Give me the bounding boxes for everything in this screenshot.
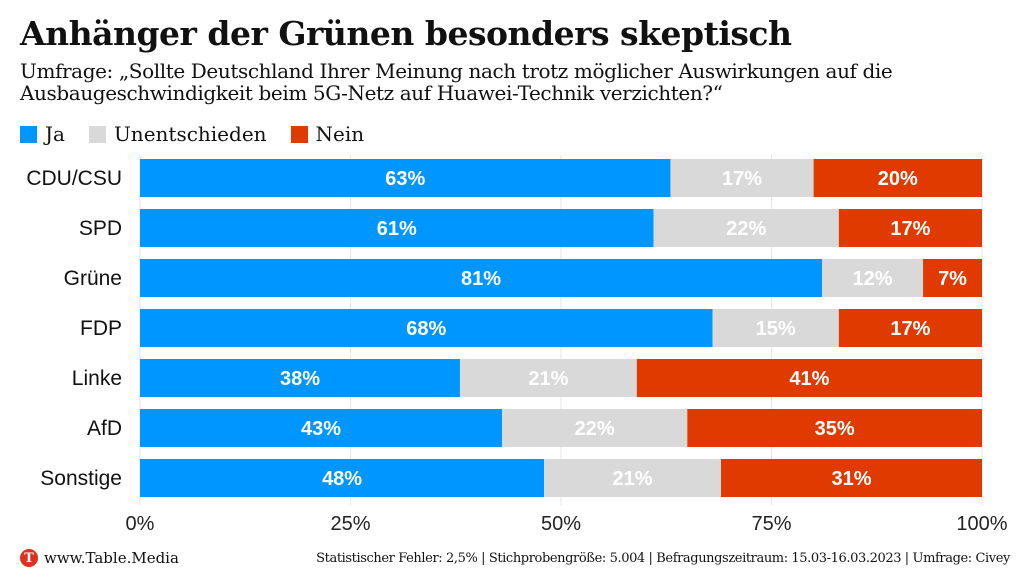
category-label: Sonstige — [40, 467, 122, 490]
data-label: 22% — [575, 418, 615, 440]
bar-nein — [838, 309, 982, 347]
chart-title: Anhänger der Grünen besonders skeptisch — [20, 14, 792, 53]
bar-unentschieden — [670, 159, 814, 197]
data-label: 17% — [890, 218, 930, 240]
data-label: 12% — [853, 268, 893, 290]
data-label: 31% — [831, 468, 871, 490]
bar-unentschieden — [653, 209, 839, 247]
data-label: 48% — [322, 468, 362, 490]
x-tick-label: 100% — [956, 513, 1007, 535]
bar-unentschieden — [544, 459, 721, 497]
bar-ja — [140, 459, 545, 497]
category-label: AfD — [87, 417, 122, 440]
data-label: 21% — [613, 468, 653, 490]
legend-swatch — [20, 125, 37, 143]
category-label: Grüne — [64, 267, 122, 290]
data-label: 15% — [756, 318, 796, 340]
data-label: 43% — [301, 418, 341, 440]
data-label: 17% — [890, 318, 930, 340]
bar-ja — [140, 309, 713, 347]
data-label: 38% — [280, 368, 320, 390]
bar-ja — [140, 409, 503, 447]
bar-ja — [140, 159, 671, 197]
data-label: 35% — [815, 418, 855, 440]
data-label: 61% — [377, 218, 417, 240]
bar-nein — [636, 359, 982, 397]
data-label: 22% — [726, 218, 766, 240]
data-label: 63% — [385, 168, 425, 190]
bar-unentschieden — [502, 409, 688, 447]
data-label: 21% — [528, 368, 568, 390]
source-note: Statistischer Fehler: 2,5% | Stichproben… — [316, 551, 1010, 566]
category-label: CDU/CSU — [26, 167, 122, 190]
legend-label: Nein — [315, 122, 365, 146]
data-label: 7% — [938, 268, 967, 290]
data-label: 41% — [789, 368, 829, 390]
data-label: 20% — [878, 168, 918, 190]
x-tick-label: 75% — [751, 513, 791, 535]
table-media-logo-icon: T — [20, 549, 38, 567]
legend: Ja Unentschieden Nein — [20, 122, 364, 146]
bar-nein — [720, 459, 982, 497]
data-label: 81% — [461, 268, 501, 290]
category-label: SPD — [79, 217, 122, 240]
bar-ja — [140, 259, 823, 297]
data-label: 17% — [722, 168, 762, 190]
bar-nein — [687, 409, 982, 447]
chart-subtitle: Umfrage: „Sollte Deutschland Ihrer Meinu… — [20, 59, 893, 105]
data-label: 68% — [406, 318, 446, 340]
legend-swatch — [88, 125, 106, 143]
legend-item-ja: Ja — [20, 122, 65, 146]
x-tick-label: 50% — [541, 513, 581, 535]
footer-brand: T www.Table.Media — [20, 549, 179, 567]
category-label: Linke — [72, 367, 122, 390]
bar-nein — [813, 159, 982, 197]
x-tick-label: 25% — [330, 513, 370, 535]
legend-label: Ja — [45, 122, 65, 146]
brand-url: www.Table.Media — [44, 549, 179, 567]
bar-nein — [838, 209, 982, 247]
x-tick-label: 0% — [126, 513, 155, 535]
bar-unentschieden — [712, 309, 839, 347]
legend-item-unentschieden: Unentschieden — [88, 122, 267, 146]
legend-item-nein: Nein — [290, 122, 365, 146]
legend-label: Unentschieden — [113, 122, 267, 146]
bar-unentschieden — [822, 259, 924, 297]
bar-unentschieden — [459, 359, 637, 397]
bar-nein — [923, 259, 982, 297]
category-label: FDP — [80, 317, 122, 340]
legend-swatch — [290, 125, 308, 143]
bar-ja — [140, 209, 654, 247]
bar-ja — [140, 359, 460, 397]
